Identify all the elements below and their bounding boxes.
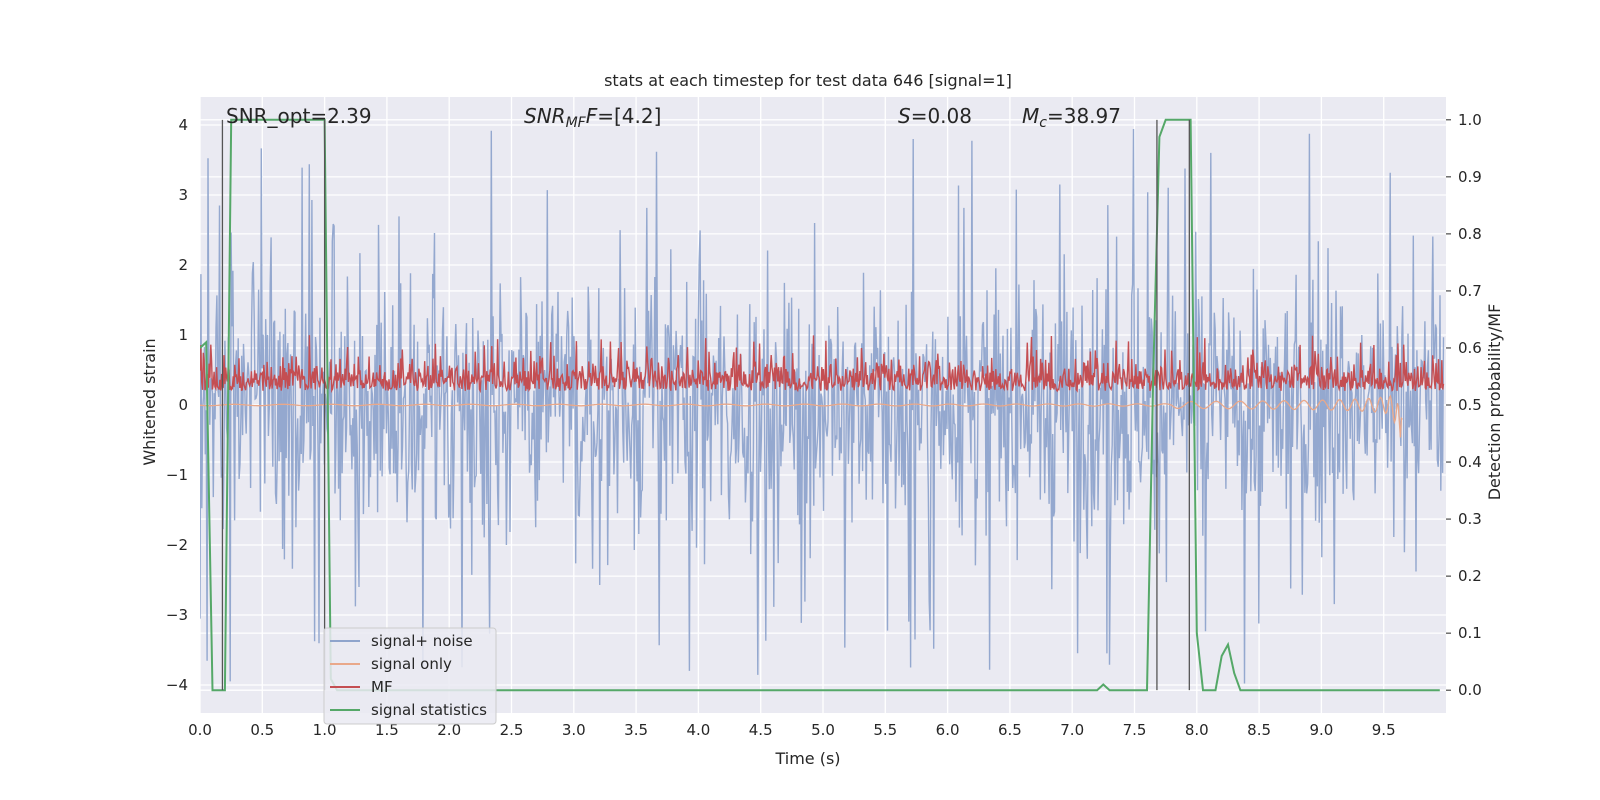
y-tick-label-right: 0.2 [1458,567,1482,585]
x-tick-label: 2.0 [437,721,461,739]
y-tick-label-right: 0.5 [1458,396,1482,414]
snr-mf-value: =[4.2] [597,104,661,128]
x-tick-label: 1.0 [313,721,337,739]
s-value: =0.08 [911,104,972,128]
legend-label-signal-only: signal only [371,655,452,673]
y-tick-label-right: 0.4 [1458,453,1482,471]
snr-mf-annotation: SNRMFF=[4.2] [524,104,661,131]
x-tick-label: 8.5 [1247,721,1271,739]
legend-label-signal-statistics: signal statistics [371,701,487,719]
y-tick-label-right: 0.0 [1458,681,1482,699]
y-tick-label-left: 0 [178,396,188,414]
x-tick-label: 0.0 [188,721,212,739]
y-tick-label-right: 0.9 [1458,168,1482,186]
y-tick-label-left: 1 [178,326,188,344]
y-tick-label-left: −1 [166,466,188,484]
y-tick-label-left: −2 [166,536,188,554]
s-symbol: S [898,104,911,128]
y-tick-label-left: 2 [178,256,188,274]
legend-item-signal-noise: signal+ noise [330,632,473,650]
x-tick-label: 1.5 [375,721,399,739]
legend-label-mf: MF [371,678,393,696]
y-tick-label-right: 0.6 [1458,339,1482,357]
chart-title: stats at each timestep for test data 646… [604,71,1012,90]
x-tick-label: 3.0 [562,721,586,739]
legend-item-signal-statistics: signal statistics [330,701,487,719]
mc-annotation: Mc=38.97 [1022,104,1121,131]
x-tick-label: 5.0 [811,721,835,739]
x-tick-label: 6.5 [998,721,1022,739]
series-signal-only [200,394,1403,438]
x-tick-label: 4.0 [686,721,710,739]
x-tick-label: 0.5 [250,721,274,739]
x-tick-label: 9.5 [1372,721,1396,739]
legend-item-mf: MF [330,678,393,696]
snr-mf-symbol-f: F [586,104,598,128]
snr-opt-annotation: SNR_opt=2.39 [226,104,372,128]
mc-subscript: c [1039,115,1047,131]
legend: signal+ noise signal only MF signal stat… [323,627,497,725]
y-tick-label-left: 4 [178,116,188,134]
x-tick-label: 5.5 [873,721,897,739]
series-mf [200,335,1445,394]
x-tick-label: 2.5 [500,721,524,739]
snr-mf-subscript: MF [566,115,587,131]
y-tick-label-right: 1.0 [1458,111,1482,129]
x-tick-label: 7.0 [1060,721,1084,739]
x-tick-label: 7.5 [1123,721,1147,739]
x-tick-label: 4.5 [749,721,773,739]
x-tick-label: 3.5 [624,721,648,739]
y-tick-label-right: 0.8 [1458,225,1482,243]
legend-item-signal-only: signal only [330,655,452,673]
mc-symbol: M [1022,104,1039,128]
x-tick-label: 9.0 [1309,721,1333,739]
y-tick-label-right: 0.7 [1458,282,1482,300]
y-axis-label-right: Detection probability/MF [1485,304,1504,501]
y-tick-label-left: −4 [166,676,188,694]
y-tick-label-right: 0.1 [1458,624,1482,642]
x-tick-label: 6.0 [936,721,960,739]
x-tick-label: 8.0 [1185,721,1209,739]
s-annotation: S=0.08 [898,104,972,128]
annotations: SNR_opt=2.39 SNRMFF=[4.2] S=0.08 Mc=38.9… [226,104,1121,131]
legend-label-signal-noise: signal+ noise [371,632,473,650]
y-tick-label-right: 0.3 [1458,510,1482,528]
x-axis-label: Time (s) [774,749,840,768]
y-tick-label-left: 3 [178,186,188,204]
tick-labels: 0.0 0.5 1.0 1.5 2.0 2.5 3.0 3.5 4.0 4.5 5.0 5.5 6.0 6… [166,111,1482,739]
y-tick-label-left: −3 [166,606,188,624]
mc-value: =38.97 [1047,104,1121,128]
legend-box [323,627,497,725]
snr-mf-symbol: SNR [524,104,566,128]
marker-lines [221,119,1190,691]
y-axis-label-left: Whitened strain [140,338,159,465]
